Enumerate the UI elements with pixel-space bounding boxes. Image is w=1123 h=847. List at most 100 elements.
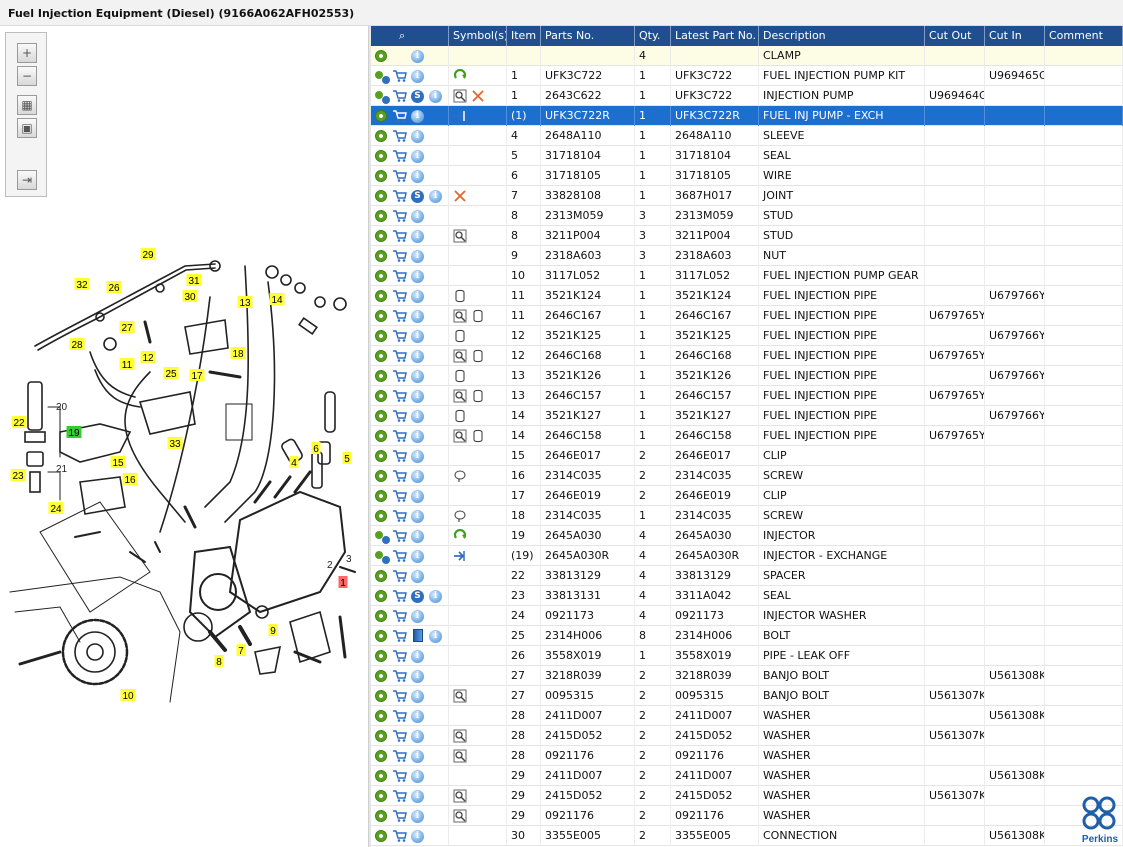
info-icon[interactable]: i xyxy=(411,730,424,743)
assembly-gear-icon[interactable] xyxy=(375,670,387,682)
callout-30[interactable]: 30 xyxy=(182,290,198,303)
info-icon[interactable]: i xyxy=(411,110,424,123)
add-to-cart-icon[interactable] xyxy=(393,210,407,222)
table-row[interactable]: i 9 2318A603 3 2318A603 NUT xyxy=(371,246,1123,266)
table-row[interactable]: i 13 3521K126 1 3521K126 FUEL INJECTION PIPE U… xyxy=(371,366,1123,386)
callout-12[interactable]: 12 xyxy=(140,351,156,364)
info-icon[interactable]: i xyxy=(429,630,442,643)
table-row[interactable]: i 8 3211P004 3 3211P004 STUD xyxy=(371,226,1123,246)
table-row[interactable]: i 17 2646E019 2 2646E019 CLIP xyxy=(371,486,1123,506)
callout-26[interactable]: 26 xyxy=(106,281,122,294)
add-to-cart-icon[interactable] xyxy=(393,170,407,182)
info-icon[interactable]: i xyxy=(411,490,424,503)
column-header-comment[interactable]: Comment xyxy=(1045,26,1123,46)
info-icon[interactable]: i xyxy=(411,550,424,563)
assembly-gear-icon[interactable] xyxy=(375,150,387,162)
callout-11[interactable]: 11 xyxy=(119,358,135,371)
assembly-gear-icon[interactable] xyxy=(375,230,387,242)
discontinued-cross-icon[interactable] xyxy=(453,189,467,203)
pane-splitter[interactable] xyxy=(368,26,371,847)
add-to-cart-icon[interactable] xyxy=(393,750,407,762)
assembly-gear-icon[interactable] xyxy=(375,250,387,262)
view-image-icon[interactable] xyxy=(453,389,467,403)
info-icon[interactable]: i xyxy=(411,450,424,463)
assembly-gear-icon[interactable] xyxy=(375,710,387,722)
table-row[interactable]: i 10 3117L052 1 3117L052 FUEL INJECTION PUMP … xyxy=(371,266,1123,286)
callout-4[interactable]: 4 xyxy=(289,456,299,469)
assembly-gear-icon[interactable] xyxy=(375,350,387,362)
add-to-cart-icon[interactable] xyxy=(393,590,407,602)
add-to-cart-icon[interactable] xyxy=(393,370,407,382)
callout-24[interactable]: 24 xyxy=(48,502,64,515)
add-to-cart-icon[interactable] xyxy=(393,130,407,142)
info-icon[interactable]: i xyxy=(411,150,424,163)
add-to-cart-icon[interactable] xyxy=(393,550,407,562)
view-image-icon[interactable] xyxy=(453,429,467,443)
add-to-cart-icon[interactable] xyxy=(393,830,407,842)
assembly-gear-icon[interactable] xyxy=(375,610,387,622)
column-header-description[interactable]: Description xyxy=(759,26,925,46)
assembly-gear-icon[interactable] xyxy=(375,590,387,602)
view-image-icon[interactable] xyxy=(453,229,467,243)
add-to-cart-icon[interactable] xyxy=(393,410,407,422)
assembly-gear-icon[interactable] xyxy=(375,830,387,842)
add-to-cart-icon[interactable] xyxy=(393,510,407,522)
info-icon[interactable]: i xyxy=(411,130,424,143)
assembly-gear-icon[interactable] xyxy=(375,390,387,402)
assembly-gear-icon[interactable] xyxy=(375,450,387,462)
add-to-cart-icon[interactable] xyxy=(393,790,407,802)
callout-8[interactable]: 8 xyxy=(214,655,224,668)
table-row[interactable]: i 5 31718104 1 31718104 SEAL xyxy=(371,146,1123,166)
info-icon[interactable]: i xyxy=(411,430,424,443)
callout-32[interactable]: 32 xyxy=(74,278,90,291)
table-row[interactable]: i 27 0095315 2 0095315 BANJO BOLT U561307K xyxy=(371,686,1123,706)
add-to-cart-icon[interactable] xyxy=(393,270,407,282)
callout-6[interactable]: 6 xyxy=(311,442,321,455)
column-header-qty[interactable]: Qty. xyxy=(635,26,671,46)
assembly-gear-icon[interactable] xyxy=(375,310,387,322)
add-to-cart-icon[interactable] xyxy=(393,490,407,502)
add-to-cart-icon[interactable] xyxy=(393,610,407,622)
view-image-icon[interactable] xyxy=(453,309,467,323)
assembly-gear-icon[interactable] xyxy=(375,690,387,702)
callout-13[interactable]: 13 xyxy=(237,296,253,309)
cylinder-icon[interactable] xyxy=(471,389,485,403)
info-icon[interactable]: i xyxy=(429,190,442,203)
note-icon[interactable] xyxy=(453,469,467,483)
kit-gears-icon[interactable] xyxy=(373,68,391,84)
supersession-icon[interactable]: S xyxy=(411,90,424,103)
table-row[interactable]: i 16 2314C035 2 2314C035 SCREW xyxy=(371,466,1123,486)
cylinder-icon[interactable] xyxy=(453,409,467,423)
table-row[interactable]: i 25 2314H006 8 2314H006 BOLT xyxy=(371,626,1123,646)
table-row[interactable]: i 29 2415D052 2 2415D052 WASHER U561307K xyxy=(371,786,1123,806)
table-row[interactable]: i 18 2314C035 1 2314C035 SCREW xyxy=(371,506,1123,526)
table-row[interactable]: i 24 0921173 4 0921173 INJECTOR WASHER xyxy=(371,606,1123,626)
view-image-icon[interactable] xyxy=(453,89,467,103)
add-to-cart-icon[interactable] xyxy=(393,570,407,582)
assembly-gear-icon[interactable] xyxy=(375,810,387,822)
view-image-icon[interactable] xyxy=(453,749,467,763)
add-to-cart-icon[interactable] xyxy=(393,630,407,642)
refresh-green-icon[interactable] xyxy=(453,69,467,83)
info-icon[interactable]: i xyxy=(411,510,424,523)
table-row[interactable]: i 15 2646E017 2 2646E017 CLIP xyxy=(371,446,1123,466)
info-icon[interactable]: i xyxy=(411,230,424,243)
add-to-cart-icon[interactable] xyxy=(393,90,407,102)
table-row[interactable]: i 4 2648A110 1 2648A110 SLEEVE xyxy=(371,126,1123,146)
add-to-cart-icon[interactable] xyxy=(393,650,407,662)
kit-gears-icon[interactable] xyxy=(373,528,391,544)
callout-5[interactable]: 5 xyxy=(342,452,352,465)
supersession-icon[interactable]: S xyxy=(411,590,424,603)
table-row[interactable]: i 26 3558X019 1 3558X019 PIPE - LEAK OFF xyxy=(371,646,1123,666)
assembly-gear-icon[interactable] xyxy=(375,370,387,382)
add-to-cart-icon[interactable] xyxy=(393,250,407,262)
callout-18[interactable]: 18 xyxy=(230,347,246,360)
add-to-cart-icon[interactable] xyxy=(393,810,407,822)
info-icon[interactable]: i xyxy=(411,810,424,823)
table-row[interactable]: i 19 2645A030 4 2645A030 INJECTOR xyxy=(371,526,1123,546)
add-to-cart-icon[interactable] xyxy=(393,730,407,742)
callout-16[interactable]: 16 xyxy=(122,473,138,486)
info-icon[interactable]: i xyxy=(411,770,424,783)
assembly-gear-icon[interactable] xyxy=(375,750,387,762)
add-to-cart-icon[interactable] xyxy=(393,710,407,722)
